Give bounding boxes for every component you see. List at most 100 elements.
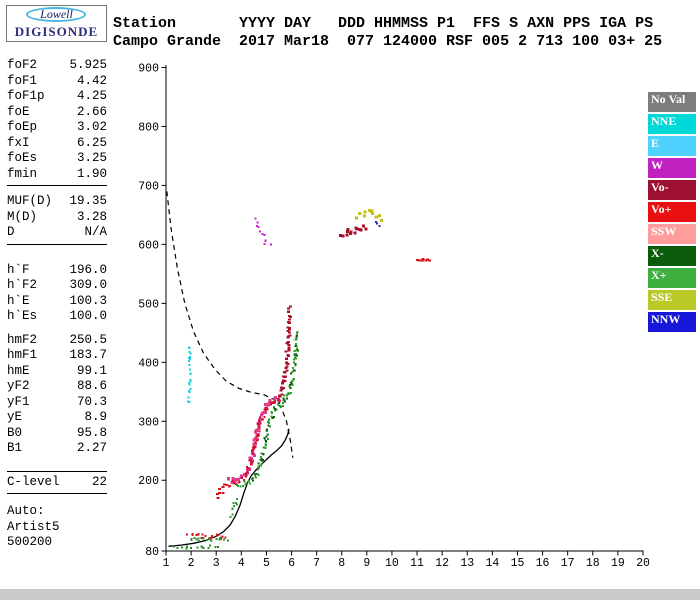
param-label: B0 — [7, 425, 23, 440]
line-true-height-profile — [168, 428, 290, 547]
logo-top: Lowell — [7, 6, 106, 24]
trace-interference-cyan — [187, 346, 192, 404]
legend-x+: X+ — [648, 268, 696, 288]
param-label: 500200 — [7, 535, 53, 549]
parameter-panel: foF2 5.925 foF1 4.42 foF1p 4.25 foE 2.66 foEp 3.0… — [7, 58, 107, 551]
param-row-h-es: h`Es 100.0 — [7, 309, 107, 325]
param-row-foes: foEs 3.25 — [7, 151, 107, 167]
param-row-b1: B1 2.27 — [7, 441, 107, 457]
param-label: foEs — [7, 151, 38, 165]
param-value: 19.35 — [69, 194, 107, 208]
param-group: Auto: Artist5 500200 — [7, 504, 107, 551]
param-value: 1.90 — [76, 166, 107, 181]
trace-f1-trace-pink — [227, 396, 281, 484]
digisonde-logo: Lowell DIGISONDE — [6, 5, 107, 42]
trace-echo-red-550 — [416, 258, 431, 262]
param-group: MUF(D) 19.35 M(D) 3.28 D N/A — [7, 194, 107, 245]
param-value: 183.7 — [69, 348, 107, 362]
param-value: 100.3 — [69, 293, 107, 308]
param-row-hme: hmE 99.1 — [7, 364, 107, 380]
param-label: M(D) — [7, 209, 38, 224]
param-row-yf1: yF1 70.3 — [7, 395, 107, 411]
param-label: C-level — [7, 474, 60, 489]
x-tick-label: 17 — [561, 557, 575, 570]
param-value: 5.925 — [69, 58, 107, 72]
param-value: 196.0 — [69, 262, 107, 277]
legend-vo+: Vo+ — [648, 202, 696, 222]
echo-legend: No Val NNE E W Vo- Vo+ SSW X- X+ SSE NNW — [648, 92, 696, 334]
param-label: foEp — [7, 120, 38, 134]
param-value: 88.6 — [76, 379, 107, 393]
param-label: yE — [7, 410, 23, 424]
x-tick-label: 20 — [636, 557, 650, 570]
header-line-1: Station YYYY DAY DDD HHMMSS P1 FFS S AXN… — [113, 15, 654, 32]
param-label: MUF(D) — [7, 194, 53, 208]
trace-second-hop-maroon — [338, 224, 368, 238]
param-label: h`Es — [7, 309, 38, 323]
x-tick-label: 10 — [385, 557, 399, 570]
y-tick-label: 500 — [138, 298, 159, 311]
param-row-m-d: M(D) 3.28 — [7, 210, 107, 226]
param-value: 2.66 — [76, 104, 107, 119]
param-label: foE — [7, 104, 30, 119]
trace-f2-trace-maroon — [278, 305, 293, 398]
x-tick-label: 12 — [435, 557, 449, 570]
param-row-b0: B0 95.8 — [7, 426, 107, 442]
x-tick-label: 2 — [188, 557, 195, 570]
param-value: 3.02 — [76, 120, 107, 134]
param-label: yF2 — [7, 379, 30, 393]
x-tick-label: 4 — [238, 557, 245, 570]
param-label: B1 — [7, 441, 23, 455]
param-label: Auto: — [7, 504, 45, 518]
x-tick-label: 16 — [536, 557, 550, 570]
param-row-auto: Auto: — [7, 504, 107, 520]
param-label: Artist5 — [7, 519, 60, 534]
param-value: 6.25 — [76, 135, 107, 150]
param-row-fxi: fxI 6.25 — [7, 136, 107, 152]
x-tick-label: 18 — [586, 557, 600, 570]
param-group: hmF2 250.5 hmF1 183.7 hmE 99.1 yF2 88.6 yF1 70.3 y… — [7, 333, 107, 457]
x-tick-label: 11 — [410, 557, 424, 570]
line-transmission-curve — [166, 191, 294, 458]
param-label: D — [7, 225, 15, 239]
param-row-artist5: Artist5 — [7, 520, 107, 536]
x-tick-label: 3 — [213, 557, 220, 570]
x-tick-label: 6 — [288, 557, 295, 570]
param-value: 22 — [91, 474, 107, 489]
param-label: yF1 — [7, 394, 30, 409]
param-value: 8.9 — [84, 410, 107, 424]
y-tick-label: 800 — [138, 121, 159, 134]
param-label: h`F2 — [7, 278, 38, 292]
param-group: C-level 22 — [7, 470, 107, 494]
x-tick-label: 15 — [511, 557, 525, 570]
y-axis-ticks: 900 800 700 600 500 400 300 200 80 — [138, 62, 166, 559]
param-value: 95.8 — [76, 425, 107, 440]
param-value: 3.28 — [76, 209, 107, 224]
trace-second-hop-olive — [355, 208, 383, 222]
param-row-fof1p: foF1p 4.25 — [7, 89, 107, 105]
trace-f1-trace-red — [228, 397, 280, 488]
param-label: h`F — [7, 262, 30, 277]
param-value: 4.42 — [76, 73, 107, 88]
x-tick-label: 19 — [611, 557, 625, 570]
param-row-c-level: C-level 22 — [7, 475, 107, 491]
trace-x-trace-green — [235, 330, 299, 488]
param-value: 70.3 — [76, 394, 107, 409]
param-row-d: D N/A — [7, 225, 107, 241]
legend-sse: SSE — [648, 290, 696, 310]
param-value: 99.1 — [76, 363, 107, 378]
trace-x-trace-darkgreen — [252, 334, 299, 482]
param-value: 100.0 — [69, 309, 107, 323]
param-row-fof2: foF2 5.925 — [7, 58, 107, 74]
trace-spread-magenta — [254, 217, 272, 246]
param-row-h-f: h`F 196.0 — [7, 263, 107, 279]
param-label: foF1p — [7, 89, 45, 103]
param-row-fof1: foF1 4.42 — [7, 74, 107, 90]
y-tick-label: 200 — [138, 475, 159, 488]
param-label: fmin — [7, 166, 38, 181]
y-tick-label: 600 — [138, 239, 159, 252]
param-value: 2.27 — [76, 441, 107, 455]
param-group: foF2 5.925 foF1 4.42 foF1p 4.25 foE 2.66 foEp 3.0… — [7, 58, 107, 186]
x-tick-label: 5 — [263, 557, 270, 570]
x-tick-label: 13 — [460, 557, 474, 570]
